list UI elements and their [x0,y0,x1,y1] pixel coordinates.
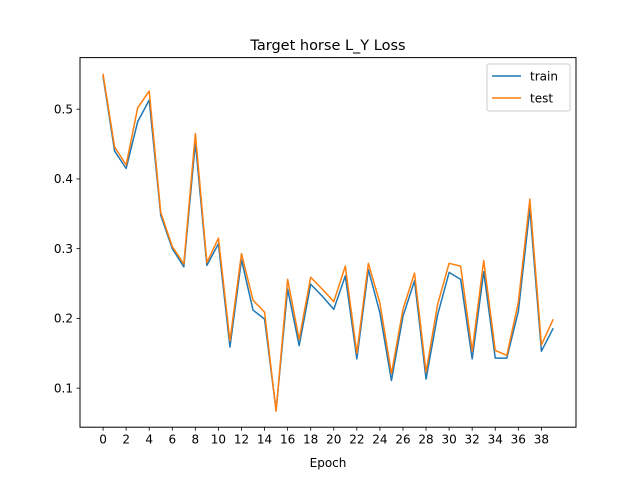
x-tick-label: 12 [234,433,249,447]
x-tick-label: 0 [99,433,107,447]
y-tick-label: 0.2 [54,312,73,326]
x-tick-label: 26 [395,433,410,447]
y-tick-label: 0.4 [54,172,73,186]
y-tick-label: 0.3 [54,242,73,256]
series-line-train [102,75,554,412]
series-line-test [102,73,554,412]
x-tick-label: 16 [280,433,295,447]
x-tick-label: 14 [257,433,272,447]
x-tick-label: 32 [465,433,480,447]
chart-title: Target horse L_Y Loss [249,38,405,54]
x-tick-label: 4 [145,433,153,447]
x-tick-label: 6 [168,433,176,447]
x-tick-label: 24 [372,433,387,447]
x-tick-label: 22 [349,433,364,447]
axes-frame [79,57,577,428]
x-tick-label: 28 [418,433,433,447]
legend-label-train: train [530,70,558,84]
x-tick-label: 30 [441,433,456,447]
x-axis-label: Epoch [310,456,347,470]
axis-ticks: 0 2 4 6 8 10 12 14 16 18 20 22 24 26 28 30 32 34 36 380.10.… [54,103,549,447]
x-tick-label: 34 [488,433,503,447]
x-tick-label: 20 [326,433,341,447]
x-tick-label: 38 [534,433,549,447]
legend: train test [486,63,571,112]
x-tick-label: 18 [303,433,318,447]
plot-lines [102,73,554,412]
legend-label-test: test [530,92,553,106]
x-tick-label: 8 [192,433,200,447]
x-tick-label: 10 [211,433,226,447]
x-tick-label: 2 [122,433,130,447]
y-tick-label: 0.5 [54,103,73,117]
x-tick-label: 36 [511,433,526,447]
y-tick-label: 0.1 [54,381,73,395]
